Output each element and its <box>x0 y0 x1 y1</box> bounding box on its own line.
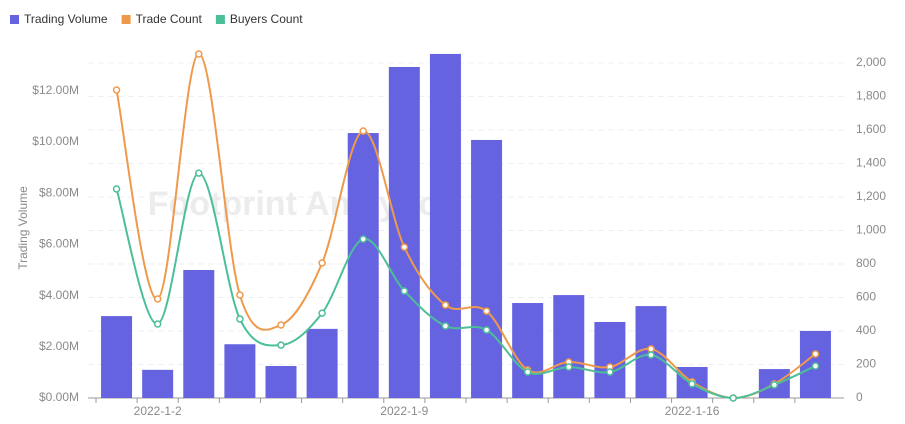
bar <box>183 270 215 398</box>
point <box>606 368 614 376</box>
bar <box>265 366 297 398</box>
line <box>115 53 817 400</box>
y-tick-label: $6.00M <box>39 237 79 251</box>
point <box>565 363 573 371</box>
point <box>112 185 121 193</box>
point <box>523 368 532 376</box>
bar <box>512 303 544 398</box>
y2-tick-label: 1,400 <box>856 156 886 170</box>
y-tick-label: $12.00M <box>32 83 79 97</box>
bar <box>101 316 133 398</box>
point <box>236 291 244 299</box>
y2-tick-label: 400 <box>856 323 876 337</box>
point <box>318 259 326 267</box>
legend-label: Trading Volume <box>24 12 108 26</box>
bar <box>224 344 256 398</box>
point <box>277 321 285 329</box>
point <box>153 295 162 303</box>
bar <box>142 369 174 398</box>
point <box>770 381 779 389</box>
bar <box>594 321 626 398</box>
point <box>441 322 450 330</box>
y-tick-label: $8.00M <box>39 185 79 199</box>
point <box>195 50 203 58</box>
point <box>400 287 409 295</box>
point <box>482 326 491 334</box>
point <box>482 307 491 315</box>
y2-tick-label: 200 <box>856 357 876 371</box>
point <box>236 315 244 323</box>
bar <box>429 53 461 398</box>
point <box>688 380 696 388</box>
y2-tick-label: 2,000 <box>856 55 886 69</box>
y2-tick-label: 1,200 <box>856 189 886 203</box>
bar <box>471 139 503 398</box>
point <box>359 235 367 243</box>
point <box>729 394 737 402</box>
bar <box>306 328 338 398</box>
y-axis-label: Trading Volume <box>16 186 30 270</box>
point <box>318 309 326 317</box>
x-tick-label: 2022-1-2 <box>134 404 182 418</box>
y2-tick-label: 1,600 <box>856 122 886 136</box>
point <box>811 362 820 370</box>
point <box>647 345 655 353</box>
point <box>647 351 655 359</box>
x-tick-label: 2022-1-9 <box>380 404 428 418</box>
y2-tick-label: 800 <box>856 256 876 270</box>
legend-swatch <box>215 15 225 24</box>
point <box>359 127 367 135</box>
x-tick-label: 2022-1-16 <box>665 404 720 418</box>
y-tick-label: $10.00M <box>32 134 79 148</box>
point <box>400 243 409 251</box>
legend: Trading Volume Trade Count Buyers Count <box>10 12 303 26</box>
bar <box>553 295 585 398</box>
bar <box>388 66 420 398</box>
y-tick-label: $2.00M <box>39 339 79 353</box>
point <box>441 301 450 309</box>
legend-swatch <box>121 15 131 24</box>
bar <box>347 133 379 399</box>
point <box>811 350 820 358</box>
y-tick-label: $4.00M <box>39 288 79 302</box>
y2-tick-label: 1,800 <box>856 89 886 103</box>
point <box>277 341 285 349</box>
point <box>112 86 121 94</box>
y2-tick-label: 1,000 <box>856 223 886 237</box>
legend-label: Trade Count <box>136 12 203 26</box>
point <box>153 320 162 328</box>
y2-tick-label: 600 <box>856 290 876 304</box>
point <box>195 169 203 177</box>
y2-tick-label: 0 <box>856 390 863 404</box>
legend-swatch <box>10 15 19 24</box>
y-tick-label: $0.00M <box>39 390 79 404</box>
legend-label: Buyers Count <box>230 12 303 26</box>
